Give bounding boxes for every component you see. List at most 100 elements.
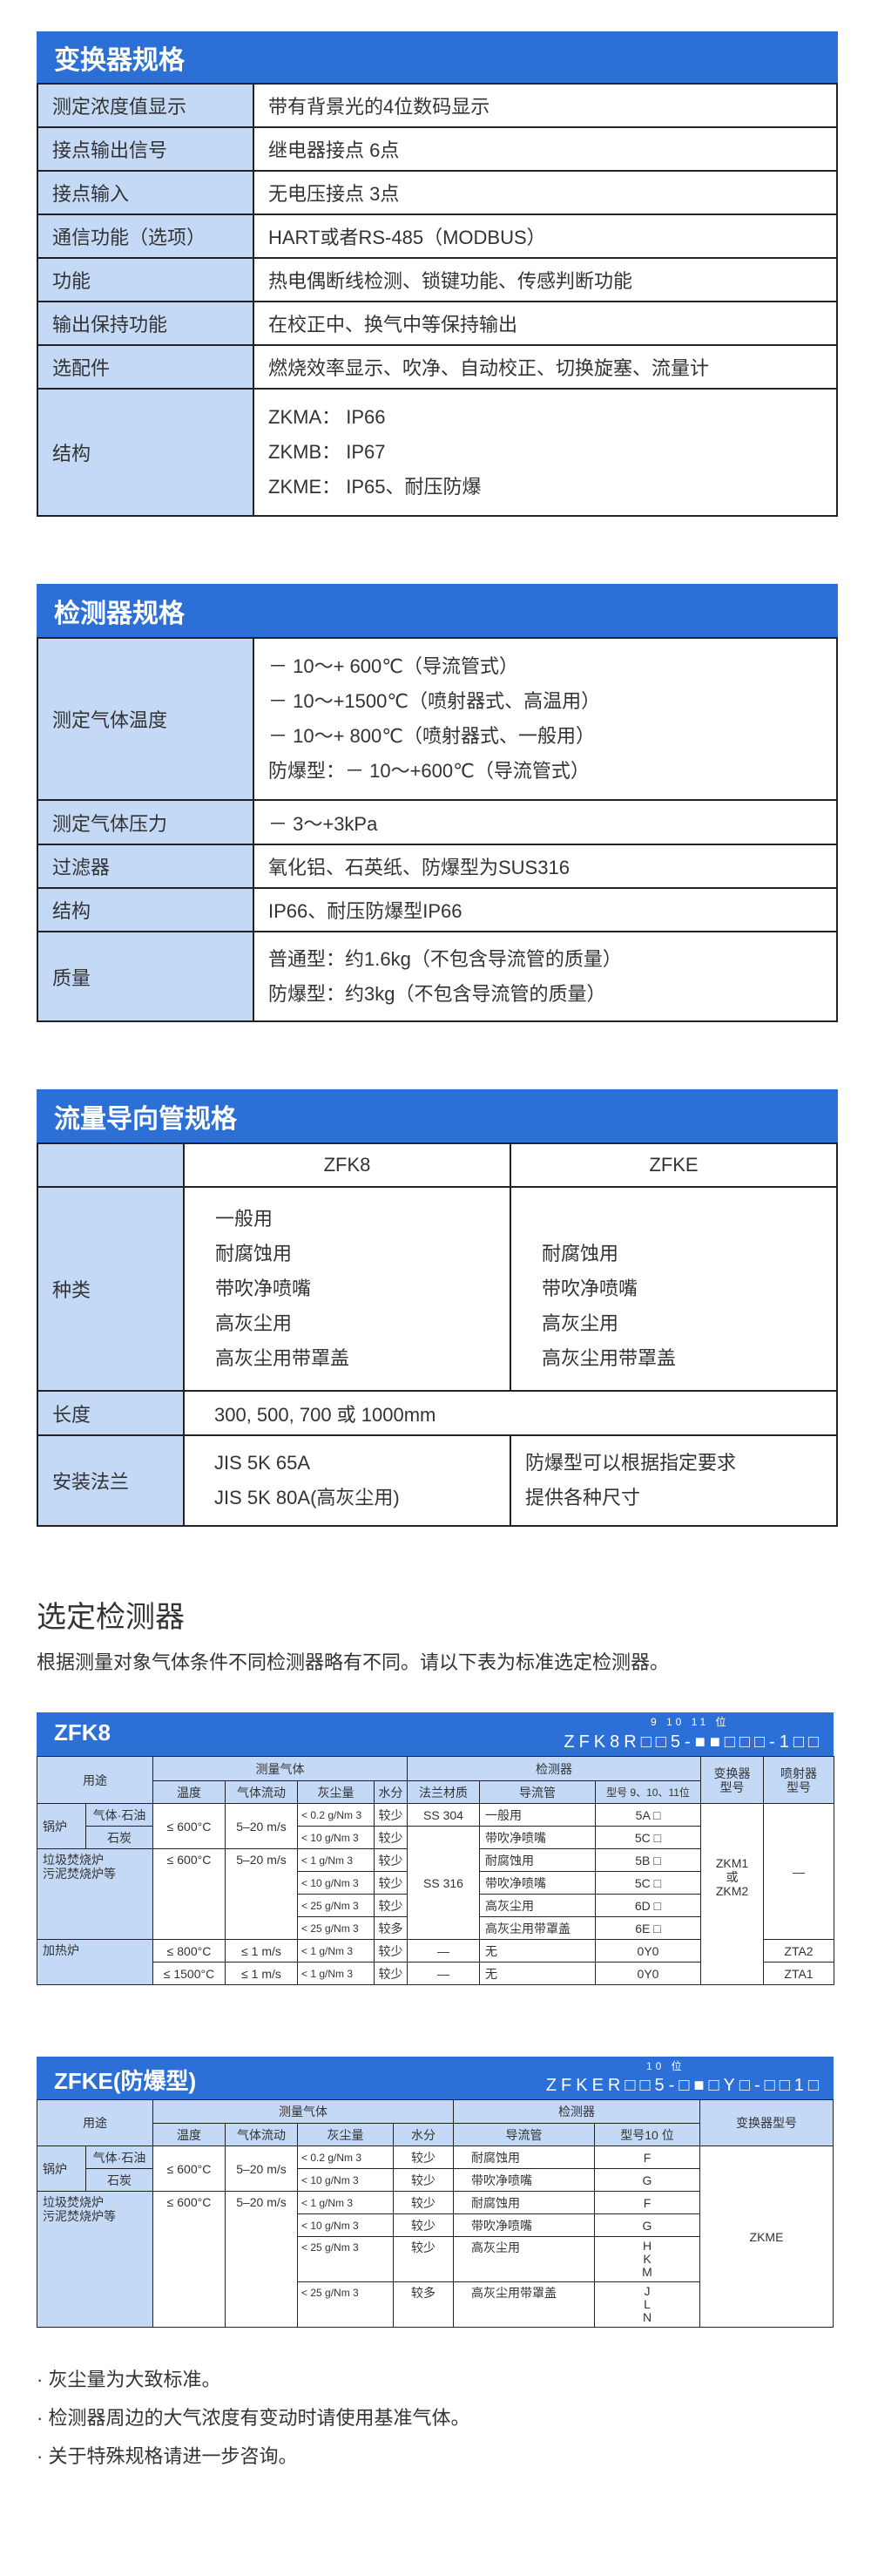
dust-cell: < 10 g/Nm 3 xyxy=(297,2168,394,2192)
spec-row: 结构 IP66、耐压防爆型IP66 xyxy=(37,887,838,932)
water-cell: 较少 xyxy=(374,1871,408,1895)
spec-value: 在校正中、换气中等保持输出 xyxy=(253,301,838,346)
injector-cell: ZTA2 xyxy=(763,1939,835,1963)
zfke-banner: ZFKE(防爆型) 10 位 ZFKER□□5-□■□Y□-□□1□ xyxy=(37,2057,834,2099)
model-letter: L xyxy=(644,2297,651,2311)
spec-label: 质量 xyxy=(37,931,254,1022)
dust-cell: < 25 g/Nm 3 xyxy=(297,1916,375,1940)
zfke-flange: 防爆型可以根据指定要求 提供各种尺寸 xyxy=(510,1434,838,1527)
zfke-selection-section: ZFKE(防爆型) 10 位 ZFKER□□5-□■□Y□-□□1□ 用途 测量… xyxy=(37,2057,834,2328)
type-item: 高灰尘用 xyxy=(215,1312,293,1334)
guide-tube-cell: 带吹净喷嘴 xyxy=(453,2213,595,2237)
flow-cell: 5–20 m/s xyxy=(225,1803,298,1849)
flow-tube-spec-table: ZFK8 ZFKE 种类 一般用 耐腐蚀用 带吹净喷嘴 高灰尘用 高灰尘用带罩盖… xyxy=(37,1142,838,1527)
guide-tube-cell: 一般用 xyxy=(479,1803,596,1827)
table-row: ≤ 1500°C ≤ 1 m/s < 1 g/Nm 3 较少 — 无 0Y0 Z… xyxy=(37,1962,835,1985)
spec-row: 测定气体温度 － 10～+ 600℃（导流管式） － 10～+1500℃（喷射器… xyxy=(37,637,838,801)
detector-spec-title: 检测器规格 xyxy=(37,584,838,637)
header-injector: 喷射器 型号 xyxy=(763,1756,835,1804)
flange-item: 提供各种尺寸 xyxy=(525,1487,641,1508)
water-cell: 较少 xyxy=(374,1848,408,1872)
spec-label: 测定气体压力 xyxy=(37,799,254,845)
guide-tube-cell: 高灰尘用带罩盖 xyxy=(453,2281,595,2328)
zfk8-banner: ZFK8 9 10 11 位 ZFK8R□□5-■■□□□-1□□ xyxy=(37,1712,834,1756)
corner-cell xyxy=(37,1142,185,1188)
zfke-model-code: ZFKER□□5-□■□Y□-□□1□ xyxy=(545,2076,823,2095)
table-row: 垃圾焚烧炉 污泥焚烧炉等 ≤ 600°C 5–20 m/s < 1 g/Nm 3… xyxy=(37,2191,834,2328)
water-cell: 较多 xyxy=(393,2281,454,2328)
model-cell: 5C □ xyxy=(594,1871,702,1895)
spec-value-line: ZKME： IP65、耐压防爆 xyxy=(268,476,482,498)
usage-gas-oil: 气体·石油 xyxy=(85,2146,153,2169)
spec-row: 测定浓度值显示 带有背景光的4位数码显示 xyxy=(37,83,838,128)
spec-row: 过滤器 氧化铝、石英纸、防爆型为SUS316 xyxy=(37,844,838,889)
selection-heading: 选定检测器 xyxy=(37,1601,185,1634)
spec-label: 选配件 xyxy=(37,344,254,390)
zfk8-flange: JIS 5K 65A JIS 5K 80A(高灰尘用) xyxy=(183,1434,511,1527)
water-cell: 较多 xyxy=(374,1916,408,1940)
header-converter: 变换器型号 xyxy=(700,1756,765,1804)
spec-label: 长度 xyxy=(37,1390,185,1436)
water-cell: 较少 xyxy=(374,1962,408,1985)
guide-tube-cell: 高灰尘用 xyxy=(453,2236,595,2282)
flow-cell: 5–20 m/s xyxy=(225,2191,298,2328)
model-cell: 5A □ xyxy=(594,1803,702,1827)
spec-row: 安装法兰 JIS 5K 65A JIS 5K 80A(高灰尘用) 防爆型可以根据… xyxy=(37,1434,838,1527)
table-row: < 25 g/Nm 3 较多 高灰尘用带罩盖 J L N xyxy=(37,2281,834,2328)
header-flow: 气体流动 xyxy=(225,2123,298,2146)
header-row: 用途 测量气体 检测器 变换器 型号 喷射器 型号 xyxy=(37,1756,835,1804)
flange-cell: SS 304 xyxy=(407,1803,480,1827)
model-cell: F xyxy=(594,2191,700,2214)
converter-spec-section: 变换器规格 测定浓度值显示 带有背景光的4位数码显示 接点输出信号 继电器接点 6点… xyxy=(37,31,838,517)
header-converter-line: 变换器 xyxy=(713,1766,751,1780)
header-flow: 气体流动 xyxy=(225,1780,298,1804)
water-cell: 较少 xyxy=(393,2146,454,2169)
model-cell: G xyxy=(594,2168,700,2192)
converter-spec-title: 变换器规格 xyxy=(37,31,838,83)
model-cell: 0Y0 xyxy=(594,1962,702,1985)
zfke-title: ZFKE(防爆型) xyxy=(54,2068,197,2094)
type-item: 高灰尘用带罩盖 xyxy=(542,1347,677,1369)
column-header-zfke: ZFKE xyxy=(510,1142,838,1188)
spec-row: 种类 一般用 耐腐蚀用 带吹净喷嘴 高灰尘用 高灰尘用带罩盖 耐腐蚀用 带吹净喷… xyxy=(37,1186,838,1392)
spec-value: 300, 500, 700 或 1000mm xyxy=(183,1390,838,1436)
usage-boiler: 锅炉 xyxy=(37,2146,86,2192)
dust-cell: < 1 g/Nm 3 xyxy=(297,2191,394,2214)
model-letter: N xyxy=(642,2310,652,2324)
header-detector: 检测器 xyxy=(406,1756,702,1781)
spec-label: 测定浓度值显示 xyxy=(37,83,254,128)
temperature-cell: ≤ 600°C xyxy=(152,1803,226,1849)
zfke-code-positions: 10 位 xyxy=(646,2060,685,2072)
dust-cell: < 0.2 g/Nm 3 xyxy=(297,1803,375,1827)
header-usage: 用途 xyxy=(37,2099,153,2146)
dust-cell: < 1 g/Nm 3 xyxy=(297,1939,375,1963)
dust-cell: < 10 g/Nm 3 xyxy=(297,1826,375,1849)
water-cell: 较少 xyxy=(374,1826,408,1849)
spec-value: 普通型：约1.6kg（不包含导流管的质量） 防爆型：约3kg（不包含导流管的质量… xyxy=(253,931,838,1022)
spec-label: 功能 xyxy=(37,257,254,302)
spec-label: 过滤器 xyxy=(37,844,254,889)
table-row: < 25 g/Nm 3 较少 高灰尘用 6D □ xyxy=(37,1894,834,1917)
usage-line: 垃圾焚烧炉 xyxy=(43,2195,104,2209)
spec-value-line: － 10～+ 800℃（喷射器式、一般用） xyxy=(268,725,595,747)
water-cell: 较少 xyxy=(393,2191,454,2214)
header-guide-tube: 导流管 xyxy=(479,1780,596,1804)
usage-line: 污泥焚烧炉等 xyxy=(43,1867,116,1881)
zfk8-selection-section: ZFK8 9 10 11 位 ZFK8R□□5-■■□□□-1□□ 用途 测量气… xyxy=(37,1712,835,1985)
spec-row: 通信功能（选项） HART或者RS-485（MODBUS） xyxy=(37,214,838,259)
dust-cell: < 25 g/Nm 3 xyxy=(297,2281,394,2328)
zfke-selection-table: 用途 测量气体 检测器 变换器型号 温度 气体流动 灰尘量 水分 导流管 型号1… xyxy=(37,2099,834,2328)
temperature-cell: ≤ 800°C xyxy=(152,1939,226,1963)
water-cell: 较少 xyxy=(393,2236,454,2282)
spec-value: － 10～+ 600℃（导流管式） － 10～+1500℃（喷射器式、高温用） … xyxy=(253,637,838,801)
flow-tube-spec-section: 流量导向管规格 ZFK8 ZFKE 种类 一般用 耐腐蚀用 带吹净喷嘴 高灰尘用… xyxy=(37,1089,838,1527)
model-letter: M xyxy=(642,2265,652,2279)
header-water: 水分 xyxy=(393,2123,454,2146)
spec-row: 功能 热电偶断线检测、锁键功能、传感判断功能 xyxy=(37,257,838,302)
flow-tube-spec-title: 流量导向管规格 xyxy=(37,1089,838,1142)
spec-label: 结构 xyxy=(37,388,254,517)
table-row: 加热炉 ≤ 800°C ≤ 1 m/s < 1 g/Nm 3 较少 — 无 0Y… xyxy=(37,1939,835,1985)
spec-value-line: 普通型：约1.6kg（不包含导流管的质量） xyxy=(268,947,622,970)
water-cell: 较少 xyxy=(393,2168,454,2192)
spec-label: 安装法兰 xyxy=(37,1434,185,1527)
